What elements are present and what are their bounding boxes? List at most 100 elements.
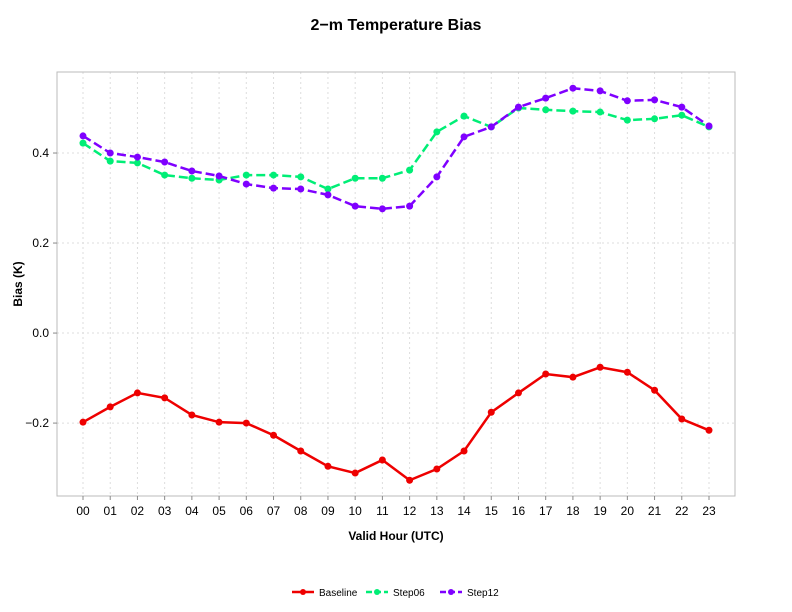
data-point — [705, 426, 713, 434]
data-point — [623, 368, 631, 376]
y-tick-label: 0.2 — [32, 236, 49, 250]
x-tick-label: 01 — [104, 504, 118, 518]
x-tick-label: 23 — [702, 504, 716, 518]
data-point — [242, 180, 250, 188]
data-point — [569, 373, 577, 381]
x-tick-label: 09 — [321, 504, 335, 518]
data-point — [651, 96, 659, 104]
y-tick-label: 0.0 — [32, 326, 49, 340]
x-tick-label: 16 — [512, 504, 526, 518]
data-point — [678, 415, 686, 423]
x-tick-label: 03 — [158, 504, 172, 518]
data-point — [460, 112, 468, 120]
x-tick-label: 00 — [76, 504, 90, 518]
y-axis: −0.2 0.0 0.2 0.4 — [25, 146, 57, 430]
data-point — [79, 132, 87, 140]
data-point — [623, 116, 631, 124]
data-point — [215, 418, 223, 426]
data-point — [270, 431, 278, 439]
data-point — [242, 171, 250, 179]
legend-swatch-marker — [374, 589, 380, 595]
data-point — [596, 108, 604, 116]
data-point — [79, 139, 87, 147]
grid — [57, 72, 735, 496]
x-tick-label: 04 — [185, 504, 199, 518]
x-axis: 00 01 02 03 04 05 06 07 08 09 10 11 12 13 14 15 16 17 18 19… — [76, 496, 716, 518]
legend-item-baseline: Baseline — [292, 588, 358, 599]
x-tick-label: 11 — [376, 504, 389, 518]
data-point — [297, 185, 305, 193]
legend-swatch-marker — [300, 589, 306, 595]
data-point — [378, 456, 386, 464]
data-point — [460, 133, 468, 141]
data-point — [324, 185, 332, 193]
x-tick-label: 15 — [485, 504, 499, 518]
x-tick-label: 19 — [593, 504, 607, 518]
data-point — [678, 111, 686, 119]
data-point — [161, 394, 169, 402]
data-point — [188, 167, 196, 175]
x-axis-label: Valid Hour (UTC) — [348, 529, 443, 543]
data-point — [378, 174, 386, 182]
x-tick-label: 12 — [403, 504, 417, 518]
chart-title: 2−m Temperature Bias — [311, 17, 482, 34]
data-point — [324, 191, 332, 199]
data-point — [106, 403, 114, 411]
series-line — [82, 365, 710, 482]
x-tick-label: 02 — [131, 504, 145, 518]
series-line — [82, 86, 710, 211]
legend-item-step06: Step06 — [366, 588, 425, 599]
data-point — [705, 122, 713, 130]
data-point — [433, 173, 441, 181]
data-point — [351, 202, 359, 210]
data-point — [242, 419, 250, 427]
data-point — [297, 173, 305, 181]
x-tick-label: 10 — [348, 504, 362, 518]
series-layer — [79, 84, 713, 484]
data-point — [651, 115, 659, 123]
y-tick-label: 0.4 — [32, 146, 49, 160]
series-baseline — [79, 363, 713, 484]
data-point — [433, 128, 441, 136]
data-point — [542, 94, 550, 102]
data-point — [514, 389, 522, 397]
data-point — [106, 149, 114, 157]
data-point — [161, 158, 169, 166]
x-tick-label: 22 — [675, 504, 689, 518]
data-point — [433, 465, 441, 473]
data-point — [297, 447, 305, 455]
data-point — [188, 411, 196, 419]
data-point — [542, 370, 550, 378]
data-point — [161, 171, 169, 179]
data-point — [487, 123, 495, 131]
x-tick-label: 18 — [566, 504, 580, 518]
data-point — [133, 389, 141, 397]
data-point — [106, 157, 114, 165]
legend-swatch-marker — [448, 589, 454, 595]
legend-label: Step12 — [467, 588, 499, 599]
data-point — [487, 408, 495, 416]
x-tick-label: 05 — [212, 504, 226, 518]
legend-label: Step06 — [393, 588, 425, 599]
data-point — [678, 103, 686, 111]
data-point — [406, 476, 414, 484]
data-point — [270, 171, 278, 179]
data-point — [514, 103, 522, 111]
data-point — [324, 462, 332, 470]
data-point — [651, 386, 659, 394]
x-tick-label: 21 — [648, 504, 662, 518]
legend-label: Baseline — [319, 588, 358, 599]
data-point — [378, 205, 386, 213]
data-point — [188, 174, 196, 182]
x-tick-label: 17 — [539, 504, 553, 518]
x-tick-label: 07 — [267, 504, 281, 518]
data-point — [351, 174, 359, 182]
plot-frame — [56, 71, 736, 497]
data-point — [542, 106, 550, 114]
data-point — [596, 87, 604, 95]
data-point — [569, 107, 577, 115]
x-tick-label: 14 — [457, 504, 471, 518]
x-tick-label: 08 — [294, 504, 308, 518]
data-point — [406, 166, 414, 174]
